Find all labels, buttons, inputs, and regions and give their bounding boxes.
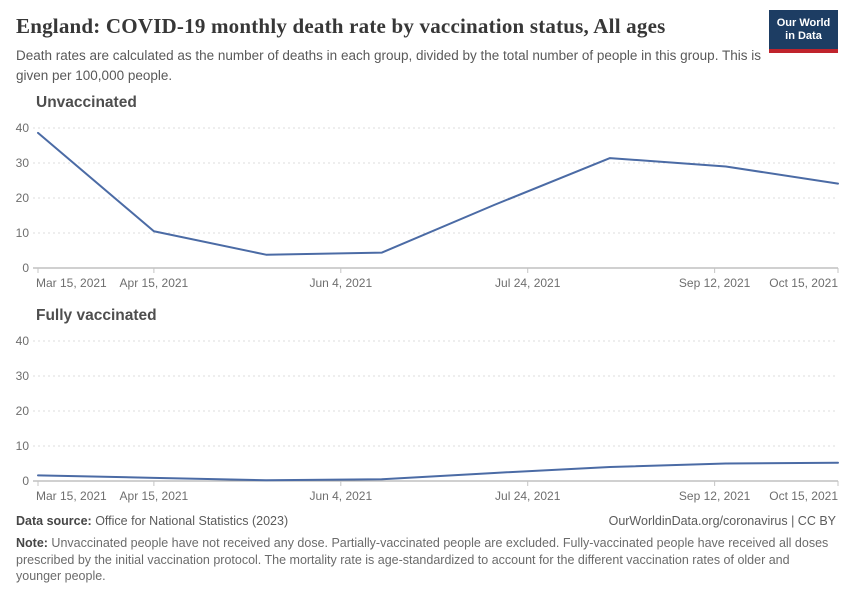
y-tick-label: 20 [16,191,30,205]
x-tick-label: Apr 15, 2021 [120,276,189,290]
x-tick-label: Oct 15, 2021 [769,276,838,290]
chart-footer: Data source: Office for National Statist… [16,514,836,585]
fully-vaccinated-line-chart: 0 10 20 30 40 Mar 15, 2021 Apr 15, 2021 Jun 4, … [16,334,839,503]
x-tick-label: Jul 24, 2021 [495,276,561,290]
note-text: Unvaccinated people have not received an… [16,536,829,583]
y-tick-label: 10 [16,226,30,240]
owid-logo-line2: in Data [785,29,822,42]
data-source-label: Data source: [16,514,92,528]
y-tick-label: 30 [16,156,30,170]
unvaccinated-line-chart: 0 10 20 30 40 Mar 15, 2021 Apr 15, 2021 Jun 4, … [16,121,839,290]
owid-url-link[interactable]: OurWorldinData.org/coronavirus | CC BY [608,514,836,528]
data-source-text: Office for National Statistics (2023) [91,514,289,528]
chart-note: Note: Unvaccinated people have not recei… [16,535,836,585]
y-tick-label: 20 [16,404,30,418]
chart-heading-unvaccinated: Unvaccinated [36,94,137,111]
data-source: Data source: Office for National Statist… [16,514,288,528]
owid-logo-line1: Our World [776,16,831,29]
y-tick-label: 40 [16,334,30,348]
page-title: England: COVID-19 monthly death rate by … [16,14,666,38]
y-tick-label: 0 [22,474,29,488]
x-tick-label: Mar 15, 2021 [36,276,107,290]
data-line-fully-vaccinated [37,461,839,482]
owid-logo: Our World in Data [769,10,838,53]
x-tick-label: Mar 15, 2021 [36,489,107,503]
x-tick-label: Sep 12, 2021 [679,276,751,290]
y-tick-label: 10 [16,439,30,453]
note-label: Note: [16,536,48,550]
chart-heading-fully-vaccinated: Fully vaccinated [36,307,157,324]
y-tick-label: 30 [16,369,30,383]
x-tick-label: Jun 4, 2021 [309,489,372,503]
chart-subtitle: Death rates are calculated as the number… [16,48,761,83]
data-line-unvaccinated [37,131,839,256]
x-tick-label: Sep 12, 2021 [679,489,751,503]
x-tick-label: Apr 15, 2021 [120,489,189,503]
y-tick-label: 40 [16,121,30,135]
x-tick-label: Oct 15, 2021 [769,489,838,503]
x-tick-label: Jun 4, 2021 [309,276,372,290]
y-tick-label: 0 [22,261,29,275]
x-tick-label: Jul 24, 2021 [495,489,561,503]
